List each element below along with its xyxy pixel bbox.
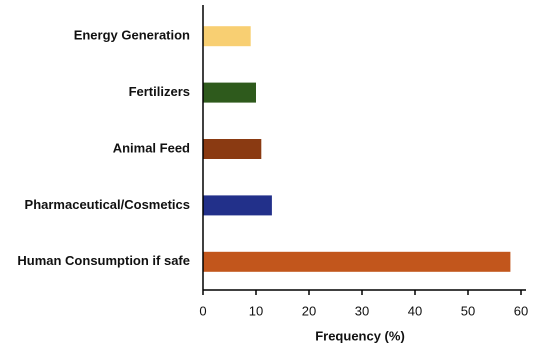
x-tick-label: 60	[514, 303, 528, 318]
y-tick-label: Animal Feed	[113, 140, 190, 155]
y-tick-label: Pharmaceutical/Cosmetics	[25, 197, 190, 212]
x-tick-label: 30	[355, 303, 369, 318]
x-axis-label: Frequency (%)	[315, 328, 405, 343]
bar	[203, 26, 251, 47]
bar	[203, 195, 272, 216]
x-tick-label: 50	[461, 303, 475, 318]
y-tick-label: Human Consumption if safe	[17, 253, 190, 268]
bar	[203, 139, 262, 159]
y-tick-label: Energy Generation	[74, 28, 190, 43]
bar	[203, 82, 256, 103]
x-tick-label: 20	[302, 303, 316, 318]
x-tick-label: 40	[408, 303, 422, 318]
x-tick-label: 0	[199, 303, 206, 318]
x-tick-label: 10	[249, 303, 263, 318]
bar	[203, 251, 511, 272]
y-tick-label: Fertilizers	[129, 84, 190, 99]
